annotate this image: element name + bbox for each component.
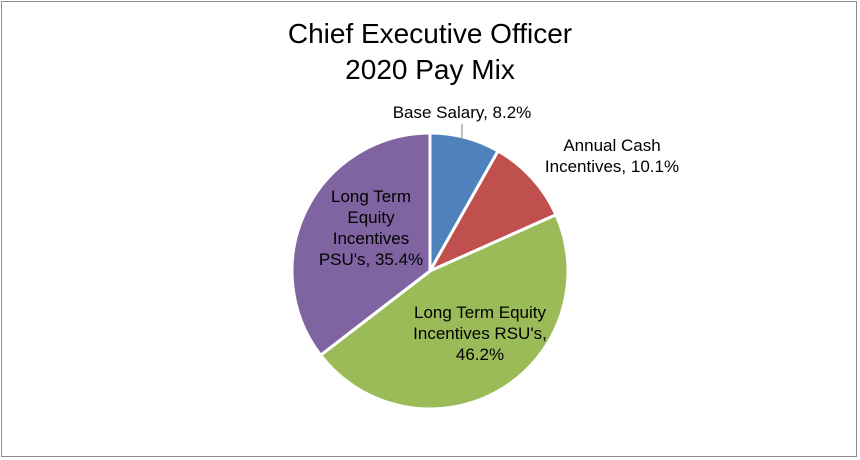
label-psu-line: Equity	[347, 208, 395, 227]
label-base-salary-line: Base Salary, 8.2%	[393, 103, 532, 122]
slice-annual-cash-incentives	[428, 149, 558, 273]
pie-slices	[290, 131, 570, 411]
label-base-salary: Base Salary, 8.2%	[393, 103, 532, 122]
label-psu-line: Incentives	[333, 229, 410, 248]
label-psu-line: Long Term	[331, 187, 411, 206]
label-annual-cash-incentives: Annual Cash Incentives, 10.1%	[545, 136, 679, 176]
slice-psu	[290, 131, 432, 357]
chart-title-line-2: 2020 Pay Mix	[345, 54, 515, 85]
chart-title-line-1: Chief Executive Officer	[287, 18, 573, 49]
label-rsu-line: 46.2%	[456, 345, 504, 364]
slice-labels: Base Salary, 8.2% Annual Cash Incentives, …	[319, 103, 679, 364]
label-psu-line: PSU's, 35.4%	[319, 250, 423, 269]
label-rsu: Long Term Equity Incentives RSU's, 46.2%	[413, 303, 547, 364]
label-rsu-line: Incentives RSU's,	[413, 324, 547, 343]
slice-rsu	[319, 213, 570, 411]
label-psu: Long Term Equity Incentives PSU's, 35.4%	[319, 187, 423, 269]
chart-title: Chief Executive Officer 2020 Pay Mix	[0, 16, 860, 88]
label-annual-cash-incentives-line: Incentives, 10.1%	[545, 157, 679, 176]
label-rsu-line: Long Term Equity	[414, 303, 546, 322]
label-annual-cash-incentives-line: Annual Cash	[563, 136, 660, 155]
